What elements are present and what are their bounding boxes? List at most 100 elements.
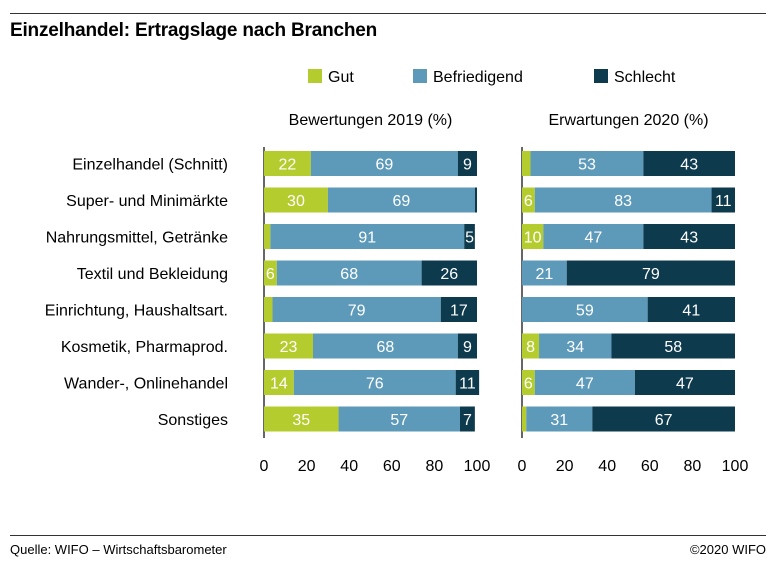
panel-2-bar-schlecht <box>611 333 735 359</box>
panel-1-data-label: 76 <box>366 376 384 393</box>
panel-1-bar-gut <box>264 224 271 249</box>
panel-1-data-label: 30 <box>287 193 305 210</box>
panel-2-data-label: 47 <box>576 376 594 393</box>
panel-2-bar-gut <box>522 224 544 249</box>
panel-1-bar-schlecht <box>464 224 475 249</box>
panel-2-data-label: 31 <box>550 412 568 429</box>
panel-1-bar-gut <box>264 260 277 286</box>
panel-1-data-label: 57 <box>390 412 408 429</box>
panel-1-data-label: 79 <box>348 303 366 320</box>
panel-1-bar-befriedigend <box>272 297 441 322</box>
panel-2-bar-gut <box>522 187 535 213</box>
panel-2-data-label: 6 <box>524 376 533 393</box>
panel-2-data-label: 41 <box>682 303 700 320</box>
panel-2-data-label: 83 <box>614 193 632 210</box>
category-label: Super- und Minimärkte <box>66 193 228 210</box>
panel-1-bar-befriedigend <box>327 187 475 213</box>
panel-1-bar-schlecht <box>459 406 475 432</box>
panel-1-bar-befriedigend <box>338 406 460 432</box>
panel-1-bar-gut <box>264 187 328 213</box>
legend-swatch-schlecht <box>594 69 608 83</box>
category-label: Textil und Bekleidung <box>77 266 228 283</box>
legend-label-schlecht: Schlecht <box>614 69 676 86</box>
panel-2-bar-befriedigend <box>534 187 712 213</box>
panel-1-data-label: 6 <box>266 266 275 283</box>
panel-2-bar-gut <box>522 151 531 176</box>
panel-1-data-label: 5 <box>465 230 474 247</box>
panel-2-data-label: 59 <box>576 303 594 320</box>
panel-1-bar-gut <box>264 297 273 322</box>
panel-2-data-label: 21 <box>535 266 553 283</box>
panel-2-data-label: 79 <box>642 266 660 283</box>
panel-2-data-label: 47 <box>584 230 602 247</box>
panel-1-data-label: 68 <box>340 266 358 283</box>
legend-label-gut: Gut <box>328 69 354 86</box>
panel-2-x-tick-label: 80 <box>684 458 702 475</box>
panel-1-x-tick-label: 0 <box>260 458 269 475</box>
panel-1-x-tick-label: 60 <box>383 458 401 475</box>
panel-2-data-label: 43 <box>680 157 698 174</box>
panel-1-data-label: 9 <box>463 339 472 356</box>
panel-2-bar-gut <box>522 370 535 395</box>
panel-2-data-label: 43 <box>680 230 698 247</box>
panel-2-bar-befriedigend <box>522 297 648 322</box>
category-label: Sonstiges <box>158 412 228 429</box>
category-label: Nahrungsmittel, Getränke <box>46 230 228 247</box>
panel-2-bar-schlecht <box>711 187 735 213</box>
panel-1-bar-schlecht <box>440 297 477 322</box>
panel-1-bar-schlecht <box>474 187 477 213</box>
panel-2-data-label: 53 <box>578 157 596 174</box>
panel-1-data-label: 14 <box>270 376 288 393</box>
panel-2-bar-schlecht <box>647 297 735 322</box>
legend-swatch-befriedigend <box>413 69 427 83</box>
legend-label-befriedigend: Befriedigend <box>433 69 523 86</box>
chart-title: Einzelhandel: Ertragslage nach Branchen <box>10 20 378 41</box>
panel-1-bar-gut <box>264 333 313 359</box>
panel-1-bar-befriedigend <box>310 151 458 176</box>
category-label: Einrichtung, Haushaltsart. <box>45 303 228 320</box>
panel-2-bar-schlecht <box>634 370 735 395</box>
panel-2-data-label: 58 <box>664 339 682 356</box>
panel-2-bar-schlecht <box>566 260 735 286</box>
panel-1-bar-gut <box>264 406 339 432</box>
panel-2-x-tick-label: 40 <box>598 458 616 475</box>
copyright-note: ©2020 WIFO <box>689 542 766 557</box>
panel-1-bar-schlecht <box>457 333 477 359</box>
panel-1-data-label: 91 <box>358 230 376 247</box>
panel-2-x-tick-label: 0 <box>518 458 527 475</box>
panel-1-data-label: 7 <box>463 412 472 429</box>
panel-1-title: Bewertungen 2019 (%) <box>289 112 453 129</box>
panel-1-bar-gut <box>264 151 311 176</box>
panel-1-data-label: 26 <box>440 266 458 283</box>
panel-1-x-tick-label: 80 <box>426 458 444 475</box>
legend-swatch-gut <box>308 69 322 83</box>
panel-2-x-tick-label: 60 <box>641 458 659 475</box>
panel-1-bar-schlecht <box>421 260 477 286</box>
panel-2-bar-befriedigend <box>539 333 612 359</box>
panel-1-data-label: 69 <box>375 157 393 174</box>
panel-2-bar-befriedigend <box>534 370 635 395</box>
panel-1-x-tick-label: 100 <box>464 458 491 475</box>
panel-2-bar-gut <box>522 406 527 432</box>
panel-2-data-label: 6 <box>524 193 533 210</box>
source-note: Quelle: WIFO – Wirtschaftsbarometer <box>10 542 227 557</box>
panel-1-bar-schlecht <box>457 151 477 176</box>
panel-2-bar-schlecht <box>643 151 735 176</box>
category-label: Wander-, Onlinehandel <box>64 376 228 393</box>
panel-1-data-label: 23 <box>280 339 298 356</box>
panel-1-data-label: 22 <box>279 157 297 174</box>
panel-2-data-label: 8 <box>526 339 535 356</box>
panel-2-data-label: 47 <box>676 376 694 393</box>
panel-2-title: Erwartungen 2020 (%) <box>548 112 708 129</box>
panel-2-data-label: 34 <box>566 339 584 356</box>
panel-1-bar-befriedigend <box>270 224 465 249</box>
panel-1-x-tick-label: 20 <box>298 458 316 475</box>
panel-1-x-tick-label: 40 <box>340 458 358 475</box>
category-label: Kosmetik, Pharmaprod. <box>61 339 228 356</box>
bottom-rule <box>10 535 766 536</box>
panel-1-data-label: 9 <box>463 157 472 174</box>
panel-1-data-label: 69 <box>392 193 410 210</box>
panel-1-bar-schlecht <box>455 370 480 395</box>
panel-2-bar-schlecht <box>643 224 735 249</box>
panel-2-bar-schlecht <box>592 406 735 432</box>
